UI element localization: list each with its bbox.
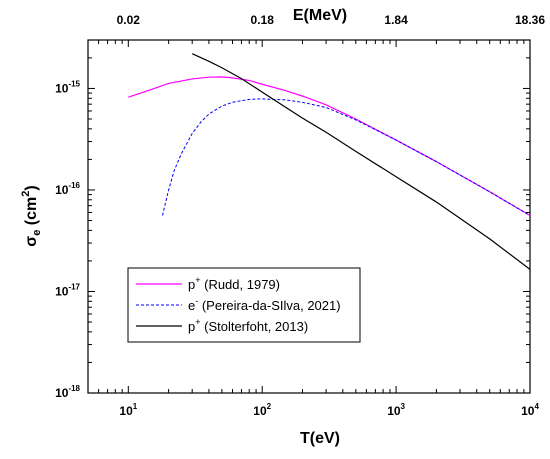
legend-label-stolterfoht: p+ (Stolterfoht, 2013) [188, 317, 308, 334]
series-line-pereira [162, 98, 531, 216]
legend-charge-pereira: - [195, 296, 198, 306]
legend-particle-stolterfoht: p [188, 319, 195, 334]
series-line-stolterfoht [191, 53, 531, 270]
top-tick-label: 0.18 [251, 13, 275, 27]
y-axis-title: σe (cm2) [20, 185, 43, 246]
ticks-layer: 101 102 103 104 0.02 0.18 1.84 18.36 10-15 10-16 1… [55, 13, 545, 418]
legend-text-stolterfoht: (Stolterfoht, 2013) [201, 319, 309, 334]
y-axis-title-symbol: σ [23, 236, 40, 247]
y-axis-title-unit-exponent: 2 [20, 191, 32, 197]
top-tick-label: 18.36 [515, 13, 545, 27]
plot-frame [87, 39, 531, 394]
x-tick-label: 104 [521, 402, 539, 418]
x-tick-label: 103 [387, 402, 405, 418]
legend: p+ (Rudd, 1979) e- (Pereira-da-SIlva, 20… [127, 267, 361, 343]
series-layer [128, 53, 531, 270]
legend-text-rudd: (Rudd, 1979) [201, 277, 281, 292]
legend-text-pereira: (Pereira-da-SIlva, 2021) [198, 298, 340, 313]
top-tick-label: 1.84 [384, 13, 408, 27]
top-axis-title: E(MeV) [293, 7, 347, 24]
legend-label-pereira: e- (Pereira-da-SIlva, 2021) [188, 296, 341, 313]
legend-label-rudd: p+ (Rudd, 1979) [188, 275, 280, 292]
x-tick-label: 101 [119, 402, 137, 418]
legend-charge-stolterfoht: + [195, 317, 200, 327]
y-tick-label: 10-17 [55, 282, 80, 298]
y-tick-label: 10-18 [55, 384, 80, 400]
y-axis-title-unit: (cm [23, 197, 40, 230]
series-line-rudd [128, 76, 531, 217]
y-tick-label: 10-16 [55, 181, 80, 197]
top-tick-label: 0.02 [117, 13, 141, 27]
legend-charge-rudd: + [195, 275, 200, 285]
x-tick-label: 102 [253, 402, 271, 418]
y-tick-label: 10-15 [55, 79, 80, 95]
x-axis-title: T(eV) [300, 430, 340, 447]
legend-particle-pereira: e [188, 298, 195, 313]
y-axis-title-subscript: e [31, 230, 43, 236]
y-axis-title-close: ) [23, 185, 40, 190]
legend-particle-rudd: p [188, 277, 195, 292]
